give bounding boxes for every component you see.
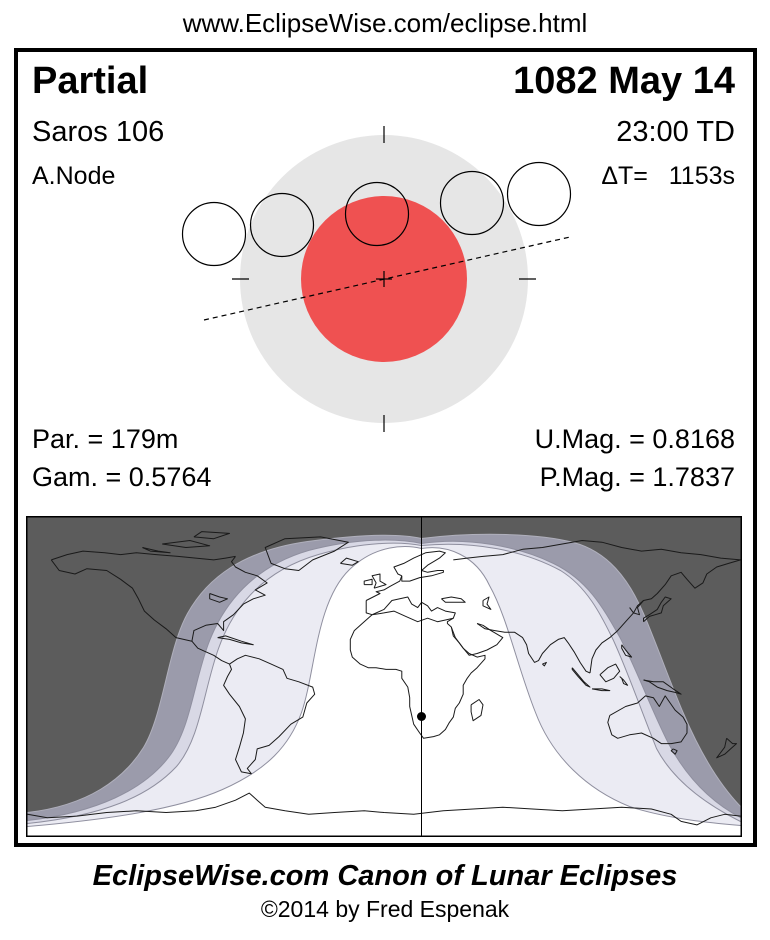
coastline — [670, 748, 678, 755]
coastline — [217, 635, 254, 646]
coastline — [365, 575, 403, 601]
coastline — [371, 596, 456, 623]
curve-white-boundary — [27, 546, 741, 827]
coastline — [264, 536, 349, 571]
coastline — [643, 679, 682, 695]
coastline — [51, 550, 236, 561]
page-url-text: www.EclipseWise.com/eclipse.html — [182, 8, 588, 38]
eclipse-type: Partial — [32, 60, 149, 102]
coastline — [591, 688, 611, 692]
delta-t-label: ΔT= 1153s — [601, 162, 735, 190]
coastline — [453, 540, 741, 561]
zenith-point-dot — [417, 712, 426, 721]
map-border — [26, 516, 742, 837]
zone-umbral-boundary — [27, 517, 741, 821]
coastline — [441, 596, 466, 603]
coastline — [482, 596, 492, 610]
coastline — [619, 676, 629, 686]
coastline — [589, 559, 741, 674]
visibility-map — [26, 516, 742, 837]
coastline — [571, 667, 591, 688]
eclipse-card: Partial 1082 May 14 Saros 106 23:00 TD A… — [14, 48, 757, 847]
moon-contact-circle — [439, 170, 505, 236]
coastline — [27, 792, 741, 826]
coastline — [643, 596, 672, 623]
curve-penumbral-divider — [27, 542, 741, 824]
coastline — [340, 557, 359, 566]
moon-contact-circle — [249, 192, 315, 258]
coastline — [542, 661, 547, 667]
coastline — [50, 559, 230, 665]
pmag-value: P.Mag. = 1.7837 — [539, 462, 735, 492]
coastline — [191, 556, 268, 642]
eclipse-date: 1082 May 14 — [513, 60, 735, 102]
coastline — [223, 654, 316, 775]
moon-contact-circle — [344, 181, 410, 247]
coastline — [470, 699, 484, 722]
coastline — [142, 547, 171, 554]
coastline — [371, 573, 387, 589]
coastline — [629, 600, 644, 616]
coastline — [349, 614, 486, 739]
zone-no-eclipse-boundary — [27, 517, 741, 813]
footer-title: EclipseWise.com Canon of Lunar Eclipses — [92, 860, 678, 892]
coastline — [476, 623, 591, 674]
coastline — [162, 540, 211, 548]
coastline — [209, 593, 228, 603]
saros-label: Saros 106 — [32, 116, 165, 148]
coastline — [193, 531, 230, 540]
node-label: A.Node — [32, 162, 116, 190]
coastline — [607, 695, 688, 745]
curve-no-eclipse-boundary — [27, 533, 741, 813]
curve-umbral-boundary — [27, 539, 741, 821]
moon-contact-circle — [506, 161, 572, 227]
coastline — [393, 550, 446, 582]
eclipse-geometry-diagram — [181, 126, 572, 432]
umag-value: U.Mag. = 0.8168 — [534, 424, 735, 454]
gamma-value: Gam. = 0.5764 — [32, 462, 212, 492]
coastline — [365, 600, 373, 616]
coastline — [621, 644, 633, 658]
coastline — [599, 663, 621, 683]
coastline — [363, 578, 373, 586]
copyright: ©2014 by Fred Espenak — [260, 896, 510, 922]
moon-contact-circle — [181, 201, 247, 267]
time-label: 23:00 TD — [616, 116, 735, 148]
map-layers — [27, 517, 741, 836]
coastline — [716, 737, 737, 759]
par-value: Par. = 179m — [32, 424, 179, 454]
